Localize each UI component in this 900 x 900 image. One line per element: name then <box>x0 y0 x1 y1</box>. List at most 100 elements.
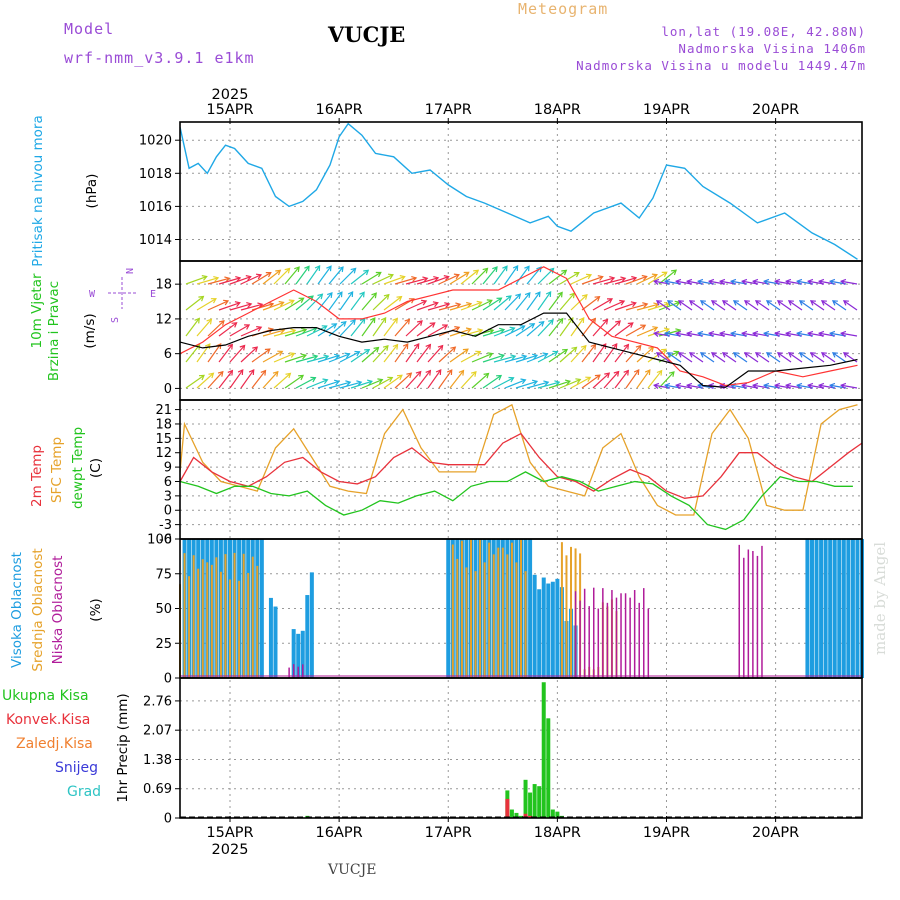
wind-ytick-label-0: 0 <box>164 382 172 397</box>
top-date-label-1: 16APR <box>316 102 363 118</box>
top-date-label-2: 17APR <box>425 102 472 118</box>
precip-ytick-label-0: 0 <box>164 812 172 827</box>
temp-ylabel-dewpt: dewpt Temp <box>70 427 86 509</box>
precip-bar-0-6 <box>528 792 533 818</box>
bottom-date-label-2: 17APR <box>425 825 472 841</box>
precip-bar-0-11 <box>550 809 555 818</box>
top-date-label-4: 19APR <box>643 102 690 118</box>
wind-ytick-label-2: 12 <box>155 312 172 327</box>
footer-location: VUCJE <box>328 862 377 878</box>
temperature-panel-frame <box>179 399 863 540</box>
precip-ytick-label-2: 1.38 <box>143 753 172 768</box>
2m-temp-line <box>179 432 863 499</box>
precip-bar-1-2 <box>528 815 533 818</box>
bottom-date-label-5: 20APR <box>752 825 799 841</box>
temperature-ytick-label-2: 0 <box>164 504 172 519</box>
precip-bar-0-7 <box>532 784 537 818</box>
bottom-date-label-4: 19APR <box>643 825 690 841</box>
precip-bar-0-5 <box>523 779 528 818</box>
bottom-date-label-1: 16APR <box>316 825 363 841</box>
temperature-ytick-label-7: 15 <box>155 432 172 447</box>
precip-ytick-label-3: 2.07 <box>143 724 172 739</box>
sfc-temp-line <box>179 403 858 516</box>
precip-ytick-label-4: 2.76 <box>143 694 172 709</box>
cloud-ylabel-unit: (%) <box>88 598 104 621</box>
precip-bar-0-3 <box>514 812 519 818</box>
top-year-label: 2025 <box>212 87 249 103</box>
temperature-ytick-label-6: 12 <box>155 446 172 461</box>
precip-bar-0-4 <box>519 815 523 818</box>
temperature-ytick-label-4: 6 <box>164 475 172 490</box>
precip-bar-0-9 <box>541 682 546 818</box>
wind-ytick-label-1: 6 <box>164 347 172 362</box>
precip-bar-0-2 <box>509 809 514 818</box>
pressure-ytick-label-0: 1014 <box>139 233 172 248</box>
cloud-ylabel-high: Visoka Oblacnost <box>9 552 25 668</box>
wind-ylabel-sub: Brzina i Pravac <box>46 281 62 381</box>
clouds-ytick-label-2: 50 <box>155 602 172 617</box>
bottom-year-label: 2025 <box>212 842 249 858</box>
pressure-ylabel: Pritisak na nivou mora <box>30 115 46 266</box>
wind-arrow-field <box>185 265 858 389</box>
lonlat-label: lon,lat (19.08E, 42.88N) <box>661 24 866 39</box>
wind-speed-line <box>179 312 858 388</box>
bottom-date-label-3: 18APR <box>534 825 581 841</box>
precip-legend-2: Zaledj.Kisa <box>16 736 93 752</box>
pressure-ytick-label-3: 1020 <box>139 134 172 149</box>
pressure-series-line <box>179 122 858 260</box>
precip-bar-0-8 <box>537 786 542 818</box>
compass-s: S <box>110 317 121 323</box>
precip-panel-frame <box>179 677 863 819</box>
location-title: VUCJE <box>328 22 406 47</box>
precip-ylabel: 1hr Precip (mm) <box>115 693 131 802</box>
precip-bar-1-0 <box>505 798 510 818</box>
clouds-ytick-label-0: 0 <box>164 672 172 687</box>
compass-rose <box>108 277 136 309</box>
top-date-label-3: 18APR <box>534 102 581 118</box>
meteogram-title: Meteogram <box>518 0 609 18</box>
watermark: made by Angel <box>871 541 889 655</box>
wind-ylabel-unit: (m/s) <box>82 313 98 348</box>
temperature-ytick-label-9: 21 <box>155 403 172 418</box>
pressure-ytick-label-1: 1016 <box>139 200 172 215</box>
temp-ylabel-sfc: SFC Temp <box>49 437 65 503</box>
temperature-ytick-label-0: -6 <box>159 533 172 548</box>
top-date-label-0: 15APR <box>206 102 253 118</box>
top-date-label-5: 20APR <box>752 102 799 118</box>
precip-legend-0: Ukupna Kisa <box>2 688 89 704</box>
pressure-panel-frame <box>179 121 863 262</box>
temp-ylabel-2m: 2m Temp <box>29 445 45 507</box>
compass-w: W <box>89 289 96 300</box>
bottom-date-label-0: 15APR <box>206 825 253 841</box>
clouds-ytick-label-4: 100 <box>147 533 172 548</box>
precip-bar-0-10 <box>546 718 551 818</box>
precip-legend-1: Konvek.Kisa <box>6 712 90 728</box>
precip-legend-3: Snijeg <box>55 760 98 776</box>
pressure-ytick-label-2: 1018 <box>139 167 172 182</box>
model-altitude-label: Nadmorska Visina u modelu 1449.47m <box>576 58 866 73</box>
precip-legend-4: Grad <box>67 784 101 800</box>
compass-n: N <box>123 268 134 274</box>
model-name: wrf-nmm_v3.9.1 e1km <box>64 49 255 67</box>
temperature-ytick-label-3: 3 <box>164 489 172 504</box>
cloud-ylabel-low: Niska Oblacnost <box>50 556 66 665</box>
temp-ylabel-unit: (C) <box>88 458 104 478</box>
precip-bar-1-1 <box>523 813 528 818</box>
wind-ylabel-main: 10m Vjetar <box>29 273 45 348</box>
cloud-ylabel-mid: Srednja Oblacnost <box>30 548 46 671</box>
altitude-label: Nadmorska Visina 1406m <box>678 41 866 56</box>
pressure-ylabel-unit: (hPa) <box>84 174 100 209</box>
model-label: Model <box>64 20 115 38</box>
dewpt-temp-line <box>179 471 853 531</box>
clouds-ytick-label-3: 75 <box>155 567 172 582</box>
temperature-ytick-label-5: 9 <box>164 461 172 476</box>
precip-ytick-label-1: 0.69 <box>143 782 172 797</box>
clouds-ytick-label-1: 25 <box>155 637 172 652</box>
wind-gust-line <box>179 266 858 387</box>
precip-bar-0-12 <box>555 811 560 818</box>
cloud-series-2 <box>288 544 763 678</box>
temperature-ytick-label-1: -3 <box>159 518 172 533</box>
wind-ytick-label-3: 18 <box>155 278 172 293</box>
temperature-ytick-label-8: 18 <box>155 417 172 432</box>
